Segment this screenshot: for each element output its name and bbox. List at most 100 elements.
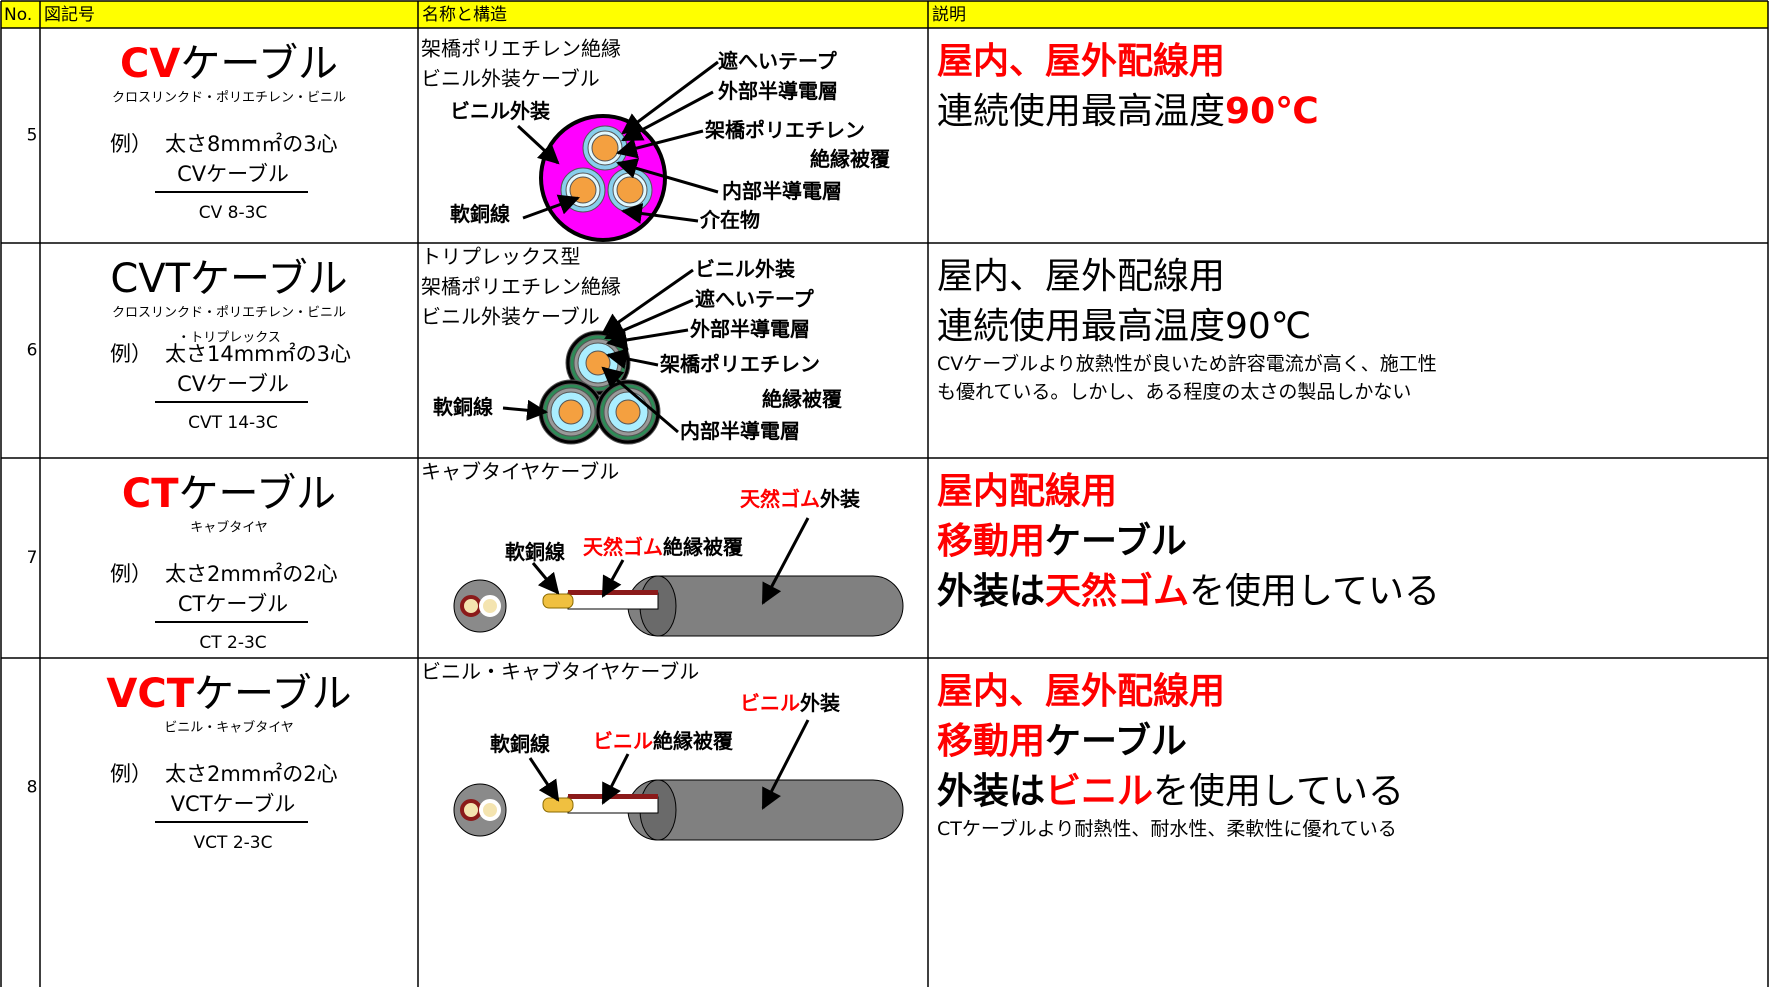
- text-segment: 90℃: [1225, 91, 1319, 132]
- arrow: [761, 517, 810, 605]
- diagram-label: ビニル外装: [450, 99, 550, 123]
- text-segment: 天然ゴム: [583, 535, 663, 559]
- arrow: [621, 90, 714, 142]
- example-label: 例）: [110, 342, 152, 366]
- symbol-title: CVTケーブル: [110, 256, 347, 302]
- text-segment: 連続使用最高温度: [937, 91, 1225, 132]
- diagram-label: ビニル外装: [740, 691, 840, 715]
- diagram-label: 外部半導電層: [718, 79, 838, 103]
- description-line: CVケーブルより放熱性が良いため許容電流が高く、施工性: [937, 352, 1437, 375]
- text-segment: を使用している: [1189, 571, 1440, 612]
- description-line: 屋内、屋外配線用: [937, 256, 1225, 297]
- header-cell: 説明: [932, 5, 966, 25]
- arrow: [601, 366, 679, 434]
- text-segment: も優れている。しかし、ある程度の太さの製品しかない: [937, 381, 1411, 403]
- symbol-subtitle: ・トリプレックス: [177, 331, 281, 346]
- text-segment: 移動用: [937, 521, 1045, 562]
- text-segment: CTケーブルより耐熱性、耐水性、柔軟性に優れている: [937, 817, 1397, 840]
- text-segment: CV: [120, 41, 180, 87]
- text-segment: 外部半導電層: [718, 79, 838, 103]
- text-segment: 屋内、屋外配線用: [937, 41, 1225, 82]
- example-line: 太さ8mm㎡の3心: [165, 132, 338, 156]
- cable-code: VCT 2-3C: [194, 833, 273, 853]
- description-line: 屋内、屋外配線用: [937, 671, 1225, 712]
- text-segment: ケーブル: [180, 41, 338, 87]
- arrow: [605, 348, 659, 370]
- example-label: 例）: [110, 132, 152, 156]
- description-line: 移動用ケーブル: [937, 720, 1187, 762]
- arrow: [620, 203, 699, 224]
- arrow: [621, 60, 719, 135]
- example-line: 太さ2mm㎡の2心: [165, 562, 338, 586]
- text-segment: ケーブル: [194, 671, 352, 717]
- diagram-label: 内部半導電層: [722, 179, 842, 203]
- example-line: 太さ14mm㎡の3心: [165, 342, 351, 366]
- diagram-label: 遮へいテープ: [695, 287, 815, 311]
- row-number: 7: [27, 548, 38, 568]
- diagram-label: 天然ゴム絶縁被覆: [583, 535, 744, 559]
- structure-name: キャブタイヤケーブル: [421, 460, 619, 484]
- description-line: 外装は天然ゴムを使用している: [937, 570, 1440, 612]
- text-segment: 外装: [820, 487, 860, 511]
- text-segment: 軟銅線: [450, 202, 510, 226]
- example-line: 太さ2mm㎡の2心: [165, 762, 338, 786]
- arrow: [615, 129, 704, 159]
- text-segment: ビニル外装: [695, 257, 795, 281]
- insulated-core: [567, 796, 659, 814]
- text-segment: 軟銅線: [505, 540, 565, 564]
- diagram-label: 介在物: [699, 208, 760, 232]
- diagram-label: 軟銅線: [450, 202, 510, 226]
- arrow: [601, 559, 625, 598]
- row-number: 8: [27, 778, 38, 798]
- arrow: [528, 757, 560, 802]
- text-segment: 軟銅線: [490, 732, 550, 756]
- header-cell: 図記号: [44, 5, 95, 25]
- row-number: 6: [27, 341, 38, 361]
- example-label: 例）: [110, 562, 152, 586]
- description-line: も優れている。しかし、ある程度の太さの製品しかない: [937, 381, 1411, 403]
- cable-core: [615, 399, 641, 425]
- arrow: [605, 328, 689, 351]
- cross-core: [460, 595, 482, 617]
- text-segment: 内部半導電層: [722, 179, 842, 203]
- diagram-label: ビニル絶縁被覆: [593, 729, 734, 753]
- example-line: CVケーブル: [177, 162, 289, 186]
- symbol-subtitle: ビニル・キャブタイヤ: [164, 720, 294, 736]
- text-segment: 屋内、屋外配線用: [937, 256, 1225, 297]
- symbol-subtitle: クロスリンクド・ポリエチレン・ビニル: [112, 91, 346, 106]
- symbol-title: CTケーブル: [122, 471, 336, 517]
- text-segment: ビニル: [1045, 771, 1153, 812]
- conductor: [542, 797, 574, 813]
- diagram-label: 外部半導電層: [690, 317, 810, 341]
- cross-core: [460, 799, 482, 821]
- text-segment: CVTケーブル: [110, 256, 347, 302]
- header-cell: No.: [4, 5, 32, 25]
- text-segment: ケーブル: [1045, 520, 1187, 562]
- text-segment: 絶縁被覆: [762, 387, 843, 411]
- description-line: 外装はビニルを使用している: [937, 771, 1404, 812]
- text-segment: ケーブル: [1045, 720, 1187, 762]
- text-segment: 絶縁被覆: [653, 729, 734, 753]
- text-segment: 天然ゴム: [1045, 570, 1189, 612]
- row-number: 5: [27, 126, 38, 146]
- diagram-label: 遮へいテープ: [718, 49, 838, 73]
- arrow: [531, 562, 560, 595]
- conductor: [542, 593, 574, 609]
- cable-core: [558, 399, 584, 425]
- text-segment: 連続使用最高温度90℃: [937, 306, 1311, 347]
- text-segment: 架橋ポリエチレン: [660, 352, 820, 376]
- text-segment: 屋内、屋外配線用: [937, 671, 1225, 712]
- diagram-label: 軟銅線: [433, 395, 493, 419]
- example-label: 例）: [110, 762, 152, 786]
- diagram-label: ビニル外装: [695, 257, 795, 281]
- structure-name: ビニル外装ケーブル: [421, 67, 600, 91]
- text-segment: 内部半導電層: [680, 419, 800, 443]
- text-segment: 遮へいテープ: [718, 49, 838, 73]
- header-bg: [1, 1, 1768, 28]
- diagram-label: 絶縁被覆: [810, 147, 891, 171]
- arrow: [502, 399, 549, 421]
- arrow: [516, 124, 560, 165]
- text-segment: 外部半導電層: [690, 317, 810, 341]
- example-line: CTケーブル: [178, 592, 288, 616]
